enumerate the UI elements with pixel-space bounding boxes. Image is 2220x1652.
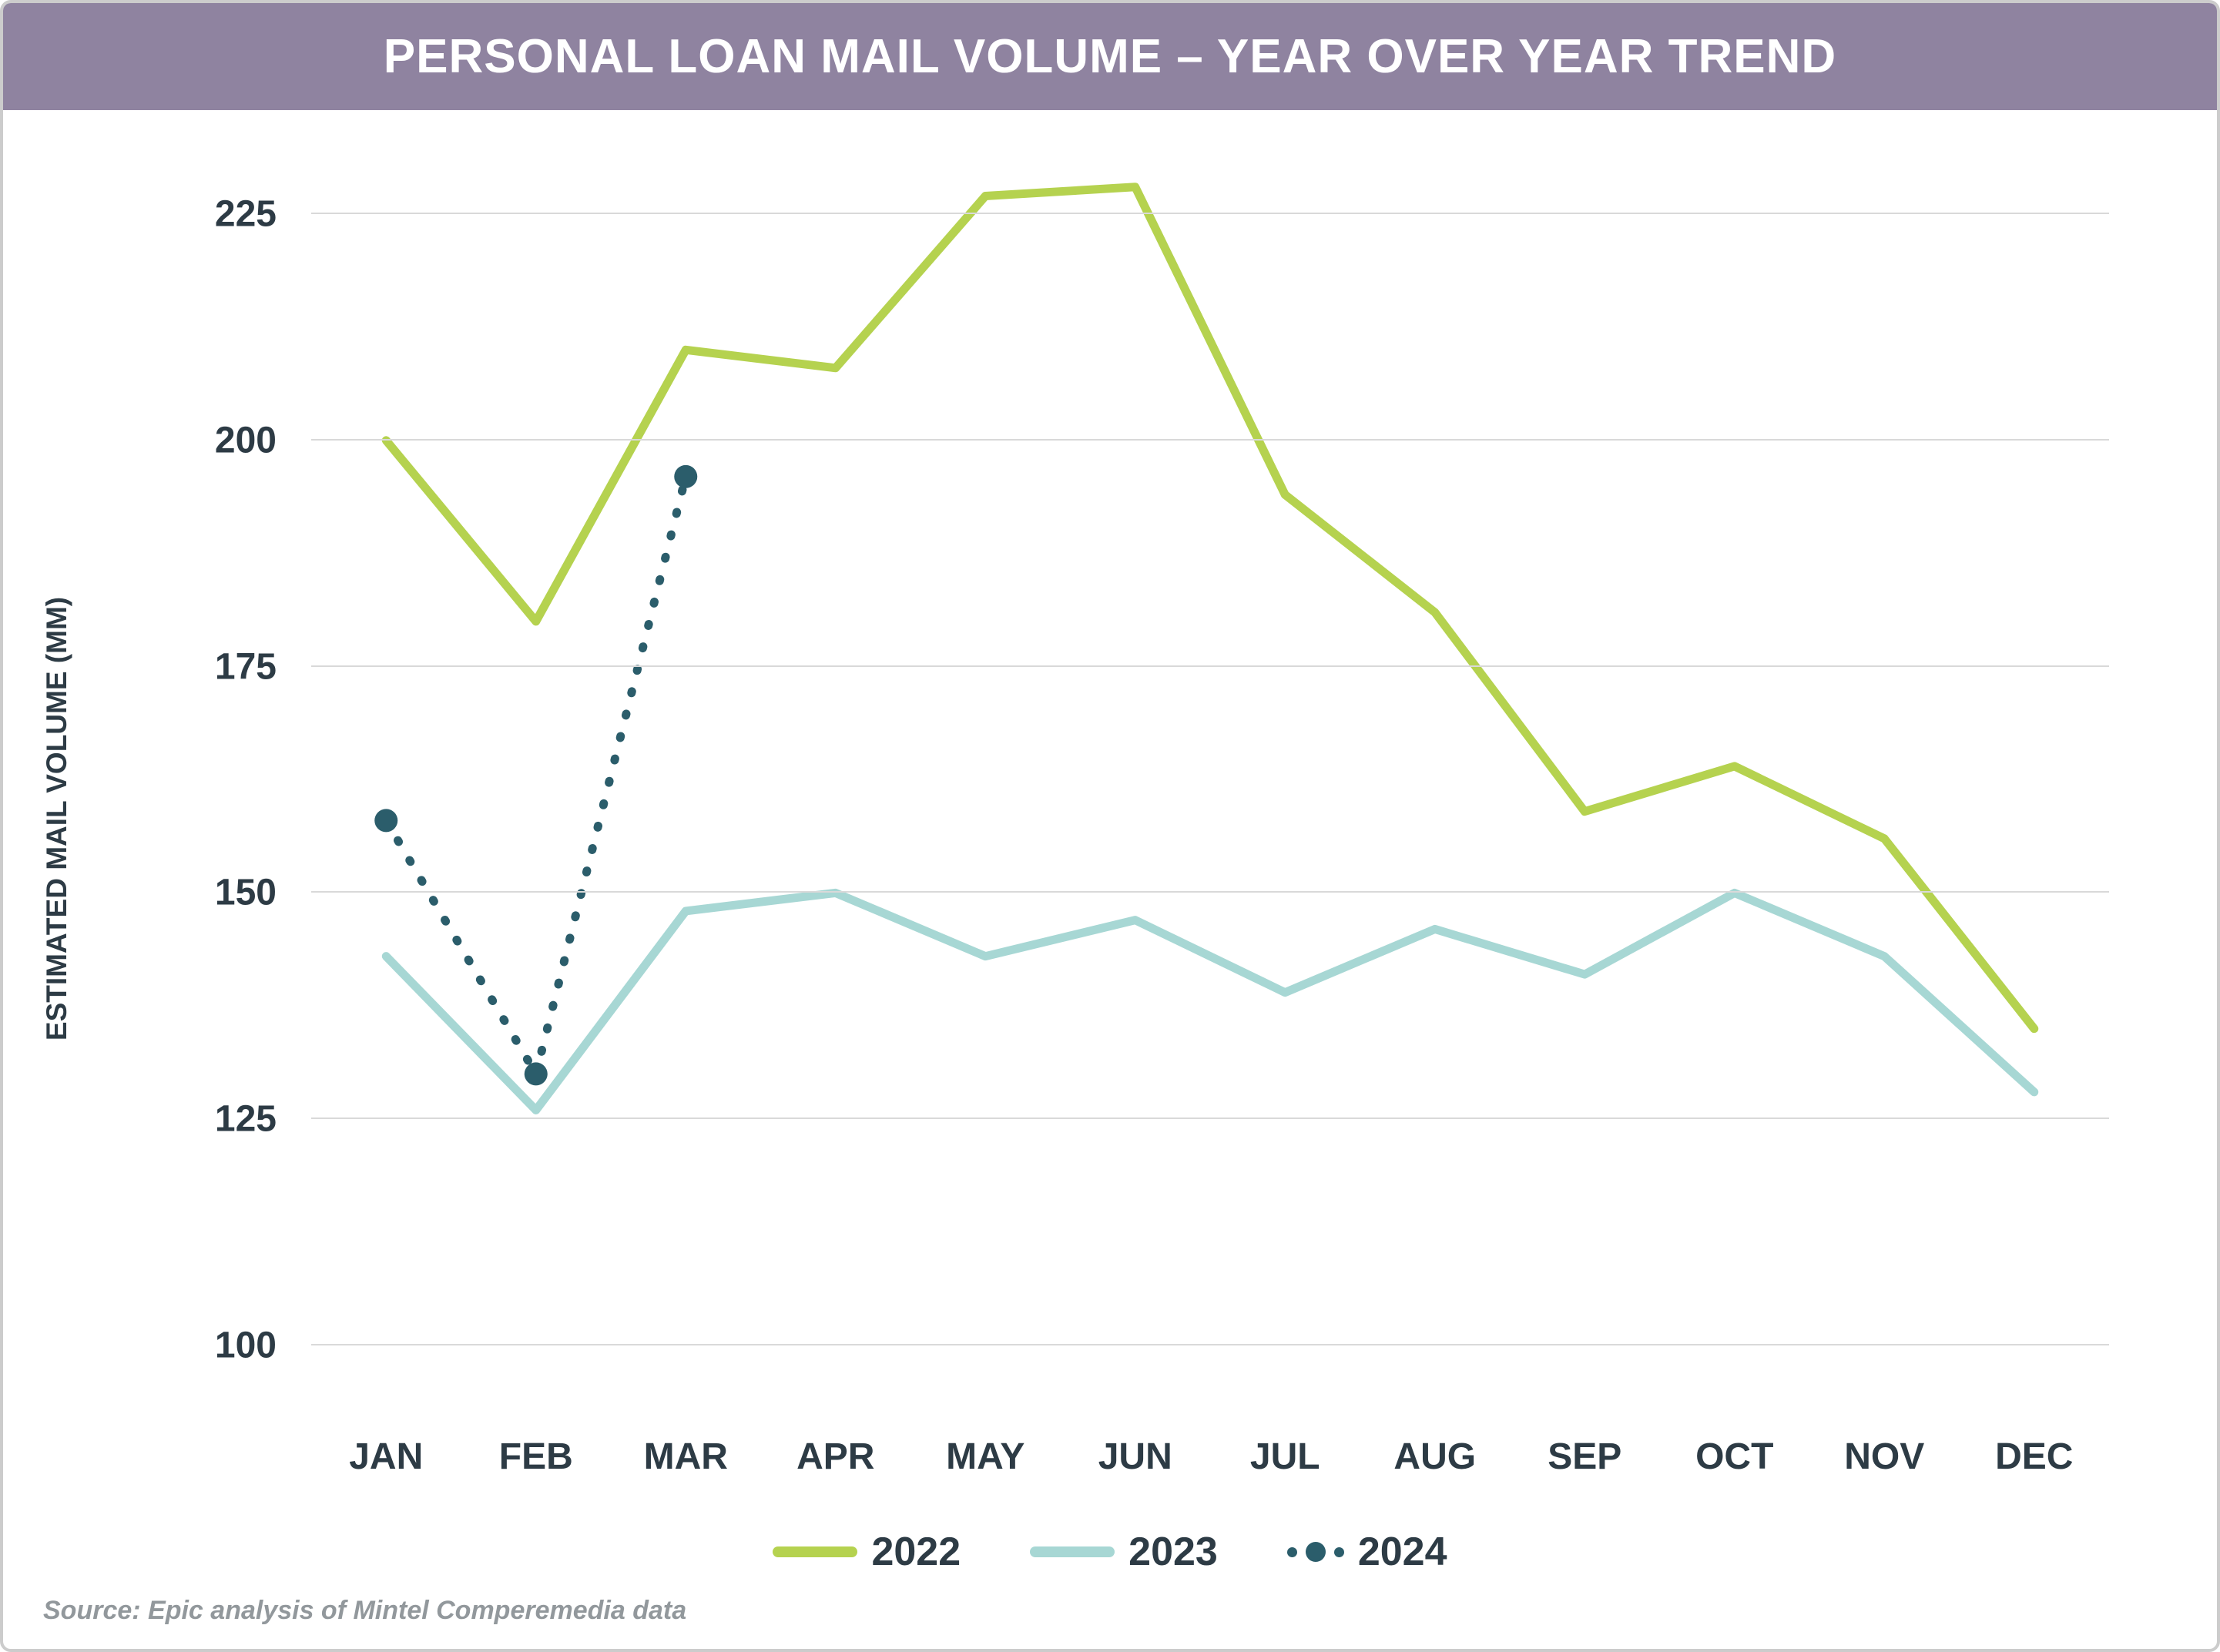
legend-swatch-2022	[773, 1546, 857, 1557]
x-tick-label: NOV	[1844, 1436, 1924, 1478]
x-axis-ticks: JAN FEB MAR APR MAY JUN JUL AUG SEP OCT NOV DEC	[311, 1426, 2109, 1495]
y-tick-label: 200	[215, 419, 277, 461]
source-attribution: Source: Epic analysis of Mintel Comperem…	[43, 1596, 686, 1626]
legend-label-2023: 2023	[1128, 1529, 1218, 1575]
legend-item-2022: 2022	[773, 1529, 961, 1575]
x-tick-label: JUL	[1250, 1436, 1320, 1478]
y-tick-label: 125	[215, 1098, 277, 1141]
series-svg	[311, 142, 2109, 1418]
legend-item-2023: 2023	[1030, 1529, 1218, 1575]
series-2024-marker	[525, 1062, 548, 1085]
x-tick-label: OCT	[1695, 1436, 1773, 1478]
y-tick-label: 175	[215, 645, 277, 688]
series-2024-marker	[674, 465, 697, 488]
x-tick-label: JAN	[349, 1436, 423, 1478]
x-tick-label: SEP	[1548, 1436, 1621, 1478]
y-axis-label: ESTIMATED MAIL VOLUME (MM)	[41, 596, 73, 1040]
x-tick-label: AUG	[1393, 1436, 1476, 1478]
gridline	[311, 439, 2109, 441]
gridline	[311, 665, 2109, 667]
series-2024-segment	[536, 477, 686, 1074]
legend-item-2024: 2024	[1287, 1529, 1447, 1575]
x-tick-label: MAY	[946, 1436, 1024, 1478]
gridline	[311, 1118, 2109, 1119]
y-tick-label: 225	[215, 193, 277, 236]
series-2022	[386, 187, 2034, 1029]
gridline	[311, 891, 2109, 893]
plot-region	[311, 142, 2109, 1418]
x-tick-label: MAR	[644, 1436, 728, 1478]
legend: 2022 2023 2024	[3, 1529, 2217, 1575]
chart-frame: PERSONAL LOAN MAIL VOLUME – YEAR OVER YE…	[0, 0, 2220, 1652]
gridline	[311, 213, 2109, 214]
y-axis-ticks: 100 125 150 175 200 225	[130, 142, 277, 1495]
gridline	[311, 1344, 2109, 1345]
x-tick-label: JUN	[1098, 1436, 1172, 1478]
legend-label-2024: 2024	[1358, 1529, 1447, 1575]
x-tick-label: APR	[796, 1436, 874, 1478]
legend-label-2022: 2022	[871, 1529, 961, 1575]
legend-swatch-2023	[1030, 1546, 1115, 1557]
series-2024-marker	[374, 809, 397, 832]
chart-area: ESTIMATED MAIL VOLUME (MM) 1001251501752…	[80, 142, 2140, 1495]
chart-title: PERSONAL LOAN MAIL VOLUME – YEAR OVER YE…	[3, 3, 2217, 110]
legend-swatch-2024	[1287, 1542, 1344, 1562]
series-2023	[386, 893, 2034, 1110]
x-tick-label: FEB	[499, 1436, 573, 1478]
y-tick-label: 100	[215, 1325, 277, 1367]
y-tick-label: 150	[215, 872, 277, 914]
x-tick-label: DEC	[1995, 1436, 2073, 1478]
